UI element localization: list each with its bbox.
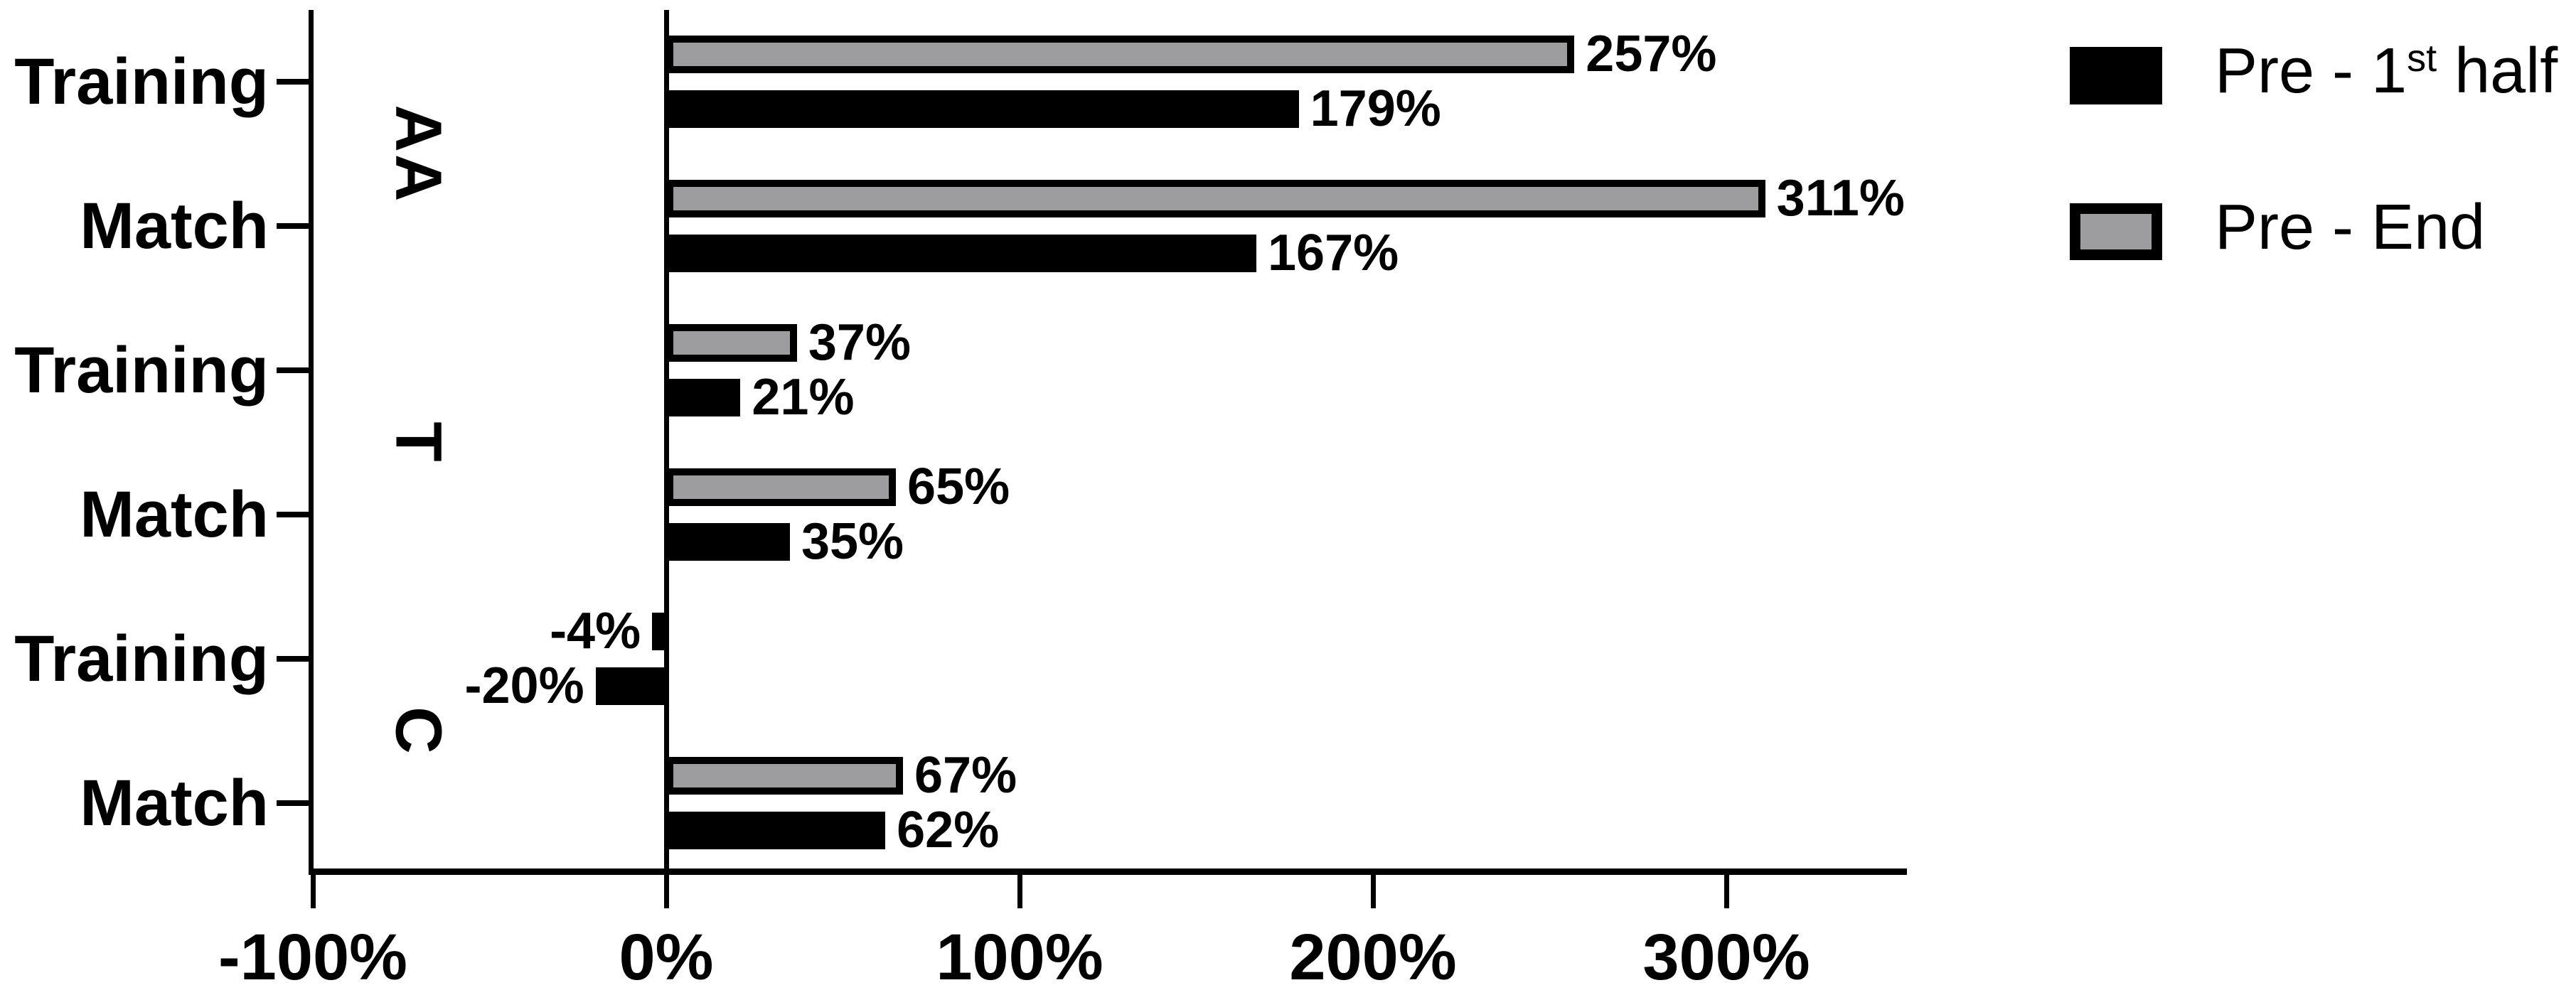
bar-pre-end-c-training bbox=[652, 613, 667, 650]
zero-baseline bbox=[664, 10, 669, 868]
x-axis-tick bbox=[1724, 871, 1729, 908]
value-label-pre-end-c-match: 67% bbox=[914, 747, 1017, 804]
category-tick bbox=[277, 800, 311, 806]
x-axis-tick bbox=[311, 871, 316, 908]
legend-label-pre-first-half: Pre - 1st half bbox=[2215, 36, 2558, 112]
bar-pre-end-t-training bbox=[666, 324, 797, 362]
bar-pre-first-half-aa-training bbox=[666, 90, 1299, 128]
category-tick bbox=[277, 656, 311, 662]
category-label: Training bbox=[14, 334, 269, 407]
x-axis-tick-label: 0% bbox=[619, 921, 714, 994]
x-axis-tick-label: 200% bbox=[1289, 921, 1457, 994]
legend: Pre - 1st half Pre - End bbox=[2070, 37, 2558, 264]
x-axis-tick bbox=[1371, 871, 1376, 908]
category-tick bbox=[277, 512, 311, 517]
value-label-pre-first-half-c-training: -20% bbox=[464, 657, 584, 714]
y-axis-line bbox=[309, 10, 314, 868]
category-tick bbox=[277, 367, 311, 373]
value-label-pre-end-aa-training: 257% bbox=[1586, 26, 1717, 82]
value-label-pre-first-half-t-training: 21% bbox=[752, 369, 855, 426]
legend-item-pre-end: Pre - End bbox=[2070, 195, 2558, 264]
bar-pre-end-aa-match bbox=[666, 180, 1765, 217]
category-tick bbox=[277, 79, 311, 85]
legend-swatch-pre-first-half bbox=[2070, 46, 2162, 104]
bar-pre-first-half-c-match bbox=[666, 812, 886, 849]
bar-pre-end-c-match bbox=[666, 757, 903, 795]
x-axis-tick-label: -100% bbox=[218, 921, 407, 994]
value-label-pre-end-t-match: 65% bbox=[907, 458, 1010, 515]
bar-pre-end-aa-training bbox=[666, 36, 1575, 73]
x-axis-tick bbox=[1017, 871, 1022, 908]
legend-swatch-pre-end bbox=[2070, 203, 2162, 260]
category-label: Match bbox=[80, 478, 269, 551]
value-label-pre-end-aa-match: 311% bbox=[1776, 170, 1905, 227]
legend-item-pre-first-half: Pre - 1st half bbox=[2070, 37, 2558, 108]
legend-label-prefix: Pre - End bbox=[2215, 192, 2486, 263]
group-label-t: T bbox=[382, 421, 455, 464]
bar-pre-end-t-match bbox=[666, 468, 897, 506]
category-label: Match bbox=[80, 767, 269, 839]
bar-pre-first-half-t-match bbox=[666, 523, 790, 561]
value-label-pre-end-t-training: 37% bbox=[808, 314, 911, 371]
x-axis-tick bbox=[664, 871, 669, 908]
legend-label-suffix: half bbox=[2437, 36, 2558, 107]
bar-pre-first-half-t-training bbox=[666, 379, 741, 416]
category-label: Training bbox=[14, 623, 269, 695]
group-label-aa: AA bbox=[382, 104, 455, 203]
legend-label-pre-end: Pre - End bbox=[2215, 195, 2485, 269]
value-label-pre-end-c-training: -4% bbox=[550, 603, 641, 660]
category-label: Training bbox=[14, 45, 269, 118]
bar-pre-first-half-c-training bbox=[595, 667, 666, 705]
value-label-pre-first-half-c-match: 62% bbox=[897, 802, 1000, 859]
value-label-pre-first-half-aa-match: 167% bbox=[1267, 225, 1399, 281]
value-label-pre-first-half-t-match: 35% bbox=[801, 513, 904, 570]
category-label: Match bbox=[80, 190, 269, 262]
legend-label-superscript: st bbox=[2407, 37, 2437, 80]
x-axis-tick-label: 100% bbox=[936, 921, 1103, 994]
value-label-pre-first-half-aa-training: 179% bbox=[1310, 80, 1441, 137]
legend-label-prefix: Pre - 1 bbox=[2215, 36, 2407, 107]
bar-pre-first-half-aa-match bbox=[666, 235, 1256, 272]
category-tick bbox=[277, 223, 311, 229]
x-axis-line bbox=[309, 868, 1907, 875]
x-axis-tick-label: 300% bbox=[1642, 921, 1810, 994]
group-label-c: C bbox=[382, 706, 455, 756]
